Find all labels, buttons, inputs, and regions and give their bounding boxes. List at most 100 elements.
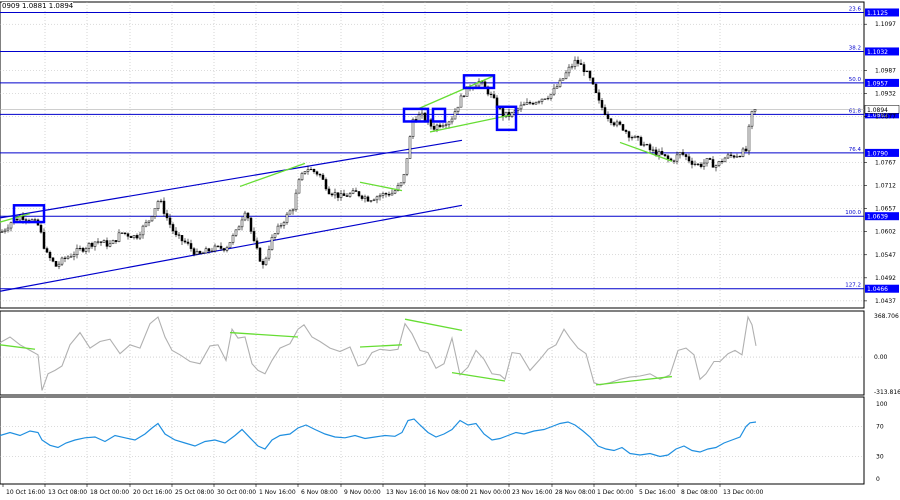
- candle-bear: [162, 200, 166, 214]
- candle-bull: [420, 112, 424, 116]
- candle-bear: [126, 233, 130, 237]
- channel-lower-line: [0, 204, 463, 292]
- candle-bear: [588, 70, 592, 79]
- candle-bear: [600, 100, 604, 108]
- candle-bear: [603, 107, 607, 115]
- pane-border-rsi: [0, 396, 865, 485]
- x-tick-label: 8 Dec 08:00: [681, 489, 718, 496]
- candle-bull: [213, 245, 217, 252]
- candle-bear: [174, 230, 178, 236]
- candle-bear: [45, 248, 49, 253]
- candle-bear: [672, 160, 676, 162]
- candle-bull: [675, 154, 679, 162]
- fib-price-box: [865, 284, 899, 293]
- candle-bull: [546, 97, 550, 100]
- candle-bull: [390, 192, 394, 196]
- candle-bull: [270, 237, 274, 250]
- candle-bull: [96, 241, 100, 243]
- candle-bull: [264, 257, 268, 265]
- candle-bear: [630, 137, 634, 139]
- candle-bear: [624, 130, 628, 132]
- fib-price-label: 1.0790: [867, 150, 888, 157]
- current-price-label: 1.0894: [867, 107, 888, 114]
- fib-label: 61.8: [849, 108, 862, 114]
- fib-price-box: [865, 8, 899, 17]
- candle-bear: [618, 121, 622, 125]
- cci-divergence-line: [451, 372, 506, 382]
- candle-bear: [606, 114, 610, 119]
- rsi-tick-label: 0: [876, 476, 880, 483]
- candle-bull: [633, 135, 637, 138]
- fib-price-box: [865, 47, 899, 56]
- candle-bull: [522, 104, 526, 106]
- candle-bull: [504, 111, 508, 118]
- signal-box: [12, 204, 46, 224]
- pane-border-main: [0, 1, 865, 309]
- candle-bull: [9, 222, 13, 229]
- candle-bull: [138, 234, 142, 239]
- x-tick-label: 18 Oct 00:00: [90, 489, 129, 496]
- divergence-line: [359, 181, 403, 192]
- candle-bear: [90, 243, 94, 247]
- y-tick-label: 1.0492: [875, 275, 896, 282]
- x-tick-label: 9 Nov 00:00: [344, 489, 381, 496]
- candle-bear: [63, 257, 67, 259]
- candle-bear: [318, 173, 322, 176]
- candle-bull: [726, 154, 730, 159]
- cci-tick-label: 368.706: [874, 313, 899, 320]
- candle-bear: [690, 160, 694, 165]
- candle-bear: [222, 248, 226, 251]
- candle-bull: [78, 247, 82, 250]
- candle-bull: [150, 216, 154, 222]
- candle-bear: [354, 190, 358, 192]
- rsi-tick-label: 100: [876, 401, 888, 408]
- candle-bull: [243, 212, 247, 221]
- candle-bear: [696, 163, 700, 165]
- candle-bull: [381, 193, 385, 196]
- fib-label: 38.2: [849, 45, 861, 51]
- candle-bear: [129, 236, 133, 239]
- candle-bear: [711, 159, 715, 168]
- candle-bull: [84, 248, 88, 252]
- rsi-line: [0, 418, 757, 458]
- y-tick-label: 1.0547: [875, 252, 896, 259]
- cci-line: [0, 315, 757, 391]
- candle-bull: [267, 249, 271, 259]
- candle-bull: [537, 101, 541, 103]
- candle-bull: [702, 162, 706, 167]
- cci-divergence-line: [229, 331, 299, 338]
- cci-tick-label: -313.816: [874, 389, 900, 396]
- x-tick-label: 1 Dec 00:00: [597, 489, 634, 496]
- candle-bear: [177, 234, 181, 236]
- candle-bull: [87, 243, 91, 249]
- candle-bear: [216, 245, 220, 247]
- candle-bull: [516, 108, 520, 111]
- candle-bear: [123, 232, 127, 234]
- candle-bull: [297, 179, 301, 194]
- candle-bear: [648, 144, 652, 151]
- candle-bull: [333, 192, 337, 196]
- candle-bear: [681, 152, 685, 155]
- signal-box: [462, 74, 496, 90]
- candle-bear: [258, 247, 262, 262]
- divergence-line: [239, 162, 306, 188]
- candle-bear: [183, 240, 187, 243]
- fib-price-label: 1.1032: [867, 49, 888, 56]
- candle-bear: [180, 235, 184, 242]
- candle-bear: [24, 219, 28, 221]
- candle-bear: [729, 154, 733, 157]
- candle-bull: [741, 148, 745, 157]
- candle-bull: [408, 136, 412, 159]
- candle-bull: [510, 112, 514, 117]
- candle-bull: [714, 165, 718, 168]
- candle-bull: [747, 125, 751, 152]
- candle-bear: [627, 131, 631, 138]
- candle-bull: [195, 251, 199, 255]
- candle-bull: [378, 195, 382, 198]
- candle-bear: [21, 215, 25, 220]
- fib-label: 100.0: [845, 210, 861, 216]
- x-tick-label: 10 Oct 16:00: [6, 489, 45, 496]
- y-tick-label: 1.0877: [875, 113, 896, 120]
- rsi-tick-label: 70: [876, 424, 884, 431]
